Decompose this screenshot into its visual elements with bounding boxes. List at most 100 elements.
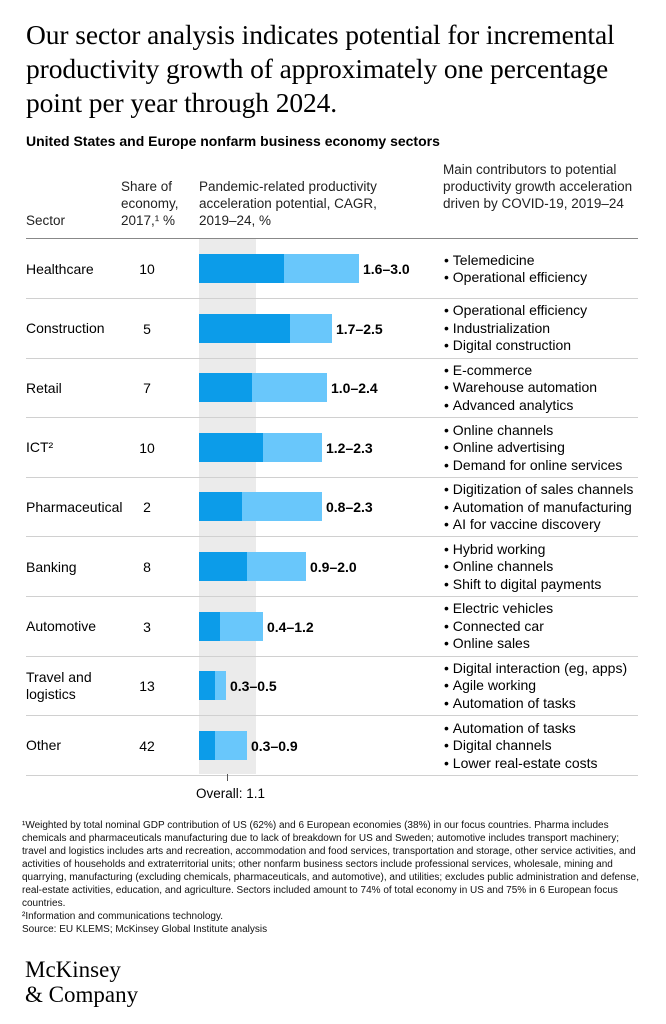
bar-range-label: 0.3–0.9 bbox=[251, 737, 298, 754]
contributor-item: Lower real-estate costs bbox=[444, 755, 644, 773]
bar-range-label: 1.2–2.3 bbox=[326, 439, 373, 456]
contributor-item: Digital interaction (eg, apps) bbox=[444, 660, 644, 678]
row-divider bbox=[26, 476, 638, 478]
bar-low-estimate bbox=[199, 313, 290, 343]
contributor-item: Online channels bbox=[444, 558, 644, 576]
contributor-item: Automation of tasks bbox=[444, 720, 644, 738]
contributor-item: Digitization of sales channels bbox=[444, 481, 644, 499]
overall-label: Overall: 1.1 bbox=[196, 786, 266, 801]
bar-low-estimate bbox=[199, 254, 284, 283]
share-value: 7 bbox=[143, 380, 151, 397]
sector-label: Retail bbox=[26, 379, 62, 396]
contributor-item: E-commerce bbox=[444, 362, 644, 380]
contributor-item: Telemedicine bbox=[444, 252, 644, 270]
bar-range-label: 0.9–2.0 bbox=[310, 559, 357, 575]
logo-line-2: & Company bbox=[25, 982, 139, 1007]
contributor-item: Agile working bbox=[444, 677, 644, 695]
share-value: 8 bbox=[143, 559, 151, 575]
contributor-item: Connected car bbox=[444, 618, 644, 636]
header-contributors: Main contributors to potential productiv… bbox=[443, 162, 633, 211]
contributors-list: TelemedicineOperational efficiency bbox=[444, 239, 644, 299]
bar-range-label: 0.4–1.2 bbox=[267, 618, 314, 635]
bar-range-label: 0.8–2.3 bbox=[326, 499, 373, 516]
chart-subtitle: United States and Europe nonfarm busines… bbox=[26, 133, 440, 149]
mckinsey-logo: McKinsey & Company bbox=[25, 957, 138, 1007]
contributor-item: Online sales bbox=[444, 635, 644, 653]
contributor-item: Automation of manufacturing bbox=[444, 499, 644, 517]
header-share: Share of economy, 2017,¹ % bbox=[121, 179, 179, 228]
contributors-list: Hybrid workingOnline channelsShift to di… bbox=[444, 537, 644, 597]
contributor-item: Warehouse automation bbox=[444, 379, 644, 397]
sector-label: Travel and logistics bbox=[26, 669, 92, 703]
contributor-item: Operational efficiency bbox=[444, 269, 644, 287]
sector-label: Pharmaceutical bbox=[26, 498, 123, 515]
contributors-list: E-commerceWarehouse automationAdvanced a… bbox=[444, 358, 644, 418]
row-divider bbox=[26, 298, 638, 299]
contributor-item: Advanced analytics bbox=[444, 397, 644, 415]
contributors-list: Operational efficiencyIndustrializationD… bbox=[444, 299, 644, 359]
bar-range-label: 1.0–2.4 bbox=[331, 380, 378, 397]
contributor-item: Online advertising bbox=[444, 439, 644, 457]
contributor-item: Shift to digital payments bbox=[444, 576, 644, 594]
bar-low-estimate bbox=[199, 432, 263, 462]
share-value: 3 bbox=[143, 618, 151, 635]
footnote-2: ²Information and communications technolo… bbox=[22, 911, 224, 922]
contributors-list: Digital interaction (eg, apps)Agile work… bbox=[444, 656, 644, 716]
share-value: 2 bbox=[143, 499, 151, 516]
contributor-item: Digital channels bbox=[444, 737, 644, 755]
contributors-list: Automation of tasksDigital channelsLower… bbox=[444, 716, 644, 776]
sector-label: Construction bbox=[26, 320, 105, 337]
row-divider bbox=[26, 536, 638, 538]
contributor-item: Operational efficiency bbox=[444, 302, 644, 320]
page-title: Our sector analysis indicates potential … bbox=[26, 19, 615, 118]
contributors-list: Digitization of sales channelsAutomation… bbox=[444, 477, 644, 537]
sector-label: Healthcare bbox=[26, 260, 94, 277]
row-divider bbox=[26, 417, 638, 419]
sector-label: Automotive bbox=[26, 618, 97, 635]
bar-range-label: 1.7–2.5 bbox=[336, 320, 383, 337]
contributors-list: Online channelsOnline advertisingDemand … bbox=[444, 418, 644, 478]
footnotes: ¹Weighted by total nominal GDP contribut… bbox=[22, 819, 642, 936]
logo-line-1: McKinsey bbox=[25, 957, 121, 982]
bar-low-estimate bbox=[199, 552, 247, 581]
bar-low-estimate bbox=[199, 730, 215, 760]
source-note: Source: EU KLEMS; McKinsey Global Instit… bbox=[22, 924, 268, 935]
bar-low-estimate bbox=[199, 373, 252, 403]
contributor-item: Electric vehicles bbox=[444, 600, 644, 618]
sector-label: ICT² bbox=[26, 439, 54, 456]
row-divider bbox=[26, 774, 638, 776]
header-sector: Sector bbox=[26, 213, 66, 228]
row-divider bbox=[26, 715, 638, 717]
contributor-item: Digital construction bbox=[444, 337, 644, 355]
contributor-item: Automation of tasks bbox=[444, 695, 644, 713]
sector-label: Banking bbox=[26, 558, 77, 575]
bar-low-estimate bbox=[199, 492, 242, 522]
bar-low-estimate bbox=[199, 611, 220, 641]
share-value: 42 bbox=[139, 737, 155, 754]
contributors-list: Electric vehiclesConnected carOnline sal… bbox=[444, 597, 644, 657]
share-value: 13 bbox=[139, 678, 155, 695]
contributor-item: AI for vaccine discovery bbox=[444, 516, 644, 534]
overall-tick bbox=[227, 774, 228, 781]
bar-range-label: 0.3–0.5 bbox=[230, 678, 277, 695]
share-value: 10 bbox=[139, 261, 155, 277]
contributor-item: Hybrid working bbox=[444, 541, 644, 559]
footnote-1: ¹Weighted by total nominal GDP contribut… bbox=[22, 820, 639, 909]
contributor-item: Demand for online services bbox=[444, 457, 644, 475]
table-row: Healthcare101.6–3.0TelemedicineOperation… bbox=[26, 239, 638, 299]
bar-low-estimate bbox=[199, 671, 215, 701]
sector-label: Other bbox=[26, 737, 62, 754]
header-acceleration: Pandemic-related productivity accelerati… bbox=[199, 179, 377, 228]
row-divider bbox=[26, 655, 638, 657]
contributor-item: Online channels bbox=[444, 422, 644, 440]
share-value: 10 bbox=[139, 439, 155, 456]
contributor-item: Industrialization bbox=[444, 320, 644, 338]
